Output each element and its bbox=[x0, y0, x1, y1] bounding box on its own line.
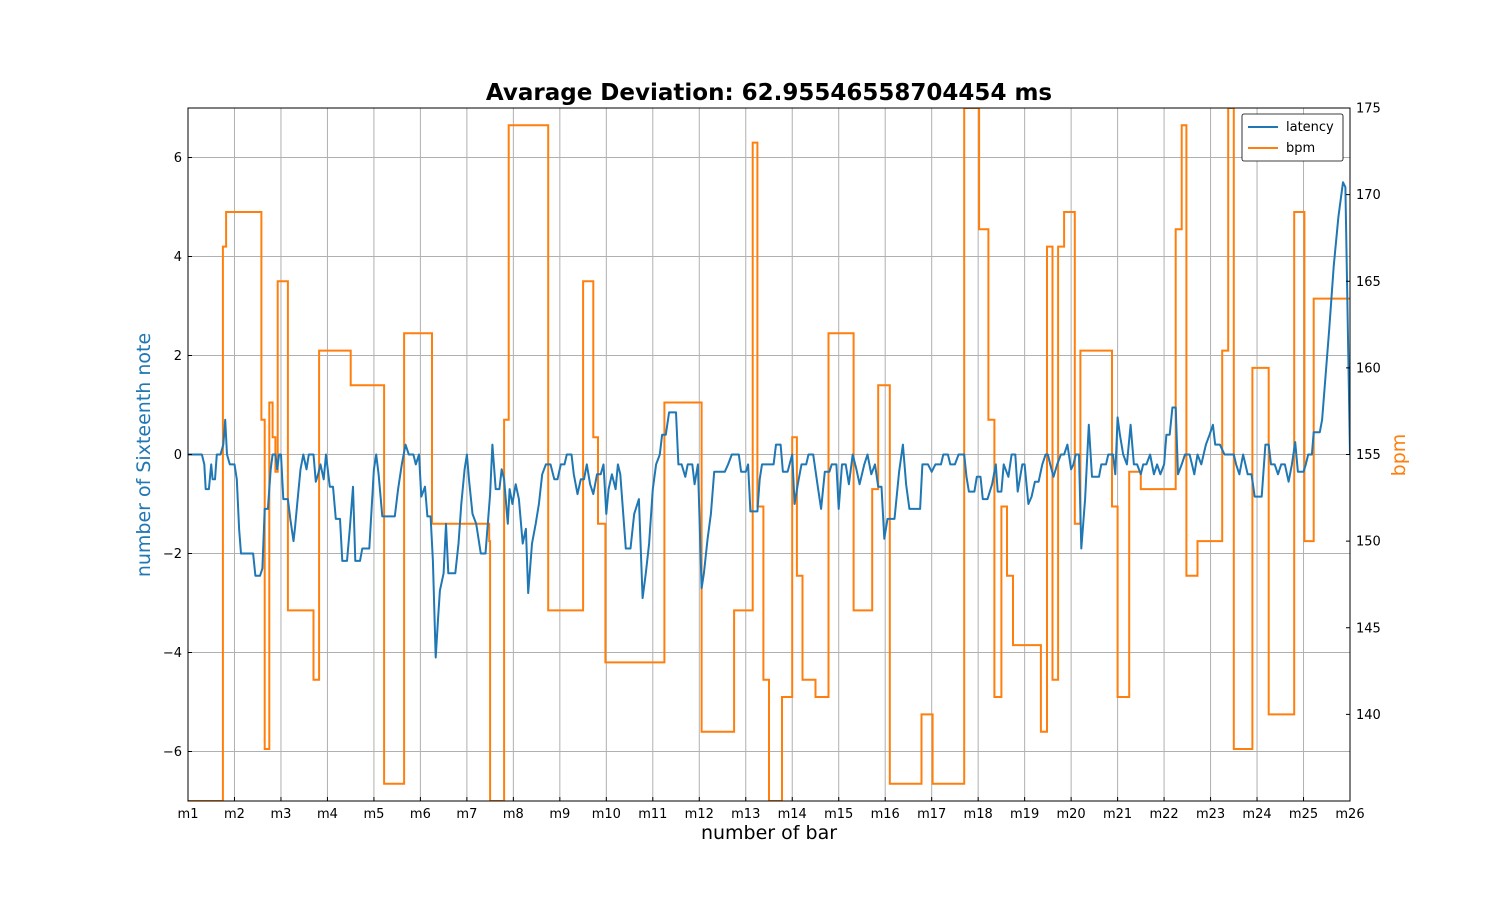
x-tick-label: m9 bbox=[549, 807, 570, 822]
y-left-tick-label: 2 bbox=[174, 349, 182, 364]
y-axis-right: 175 170 165 160 155 150 145 140 bbox=[1346, 102, 1381, 723]
x-tick-label: m7 bbox=[456, 807, 477, 822]
y-right-tick-label: 175 bbox=[1356, 102, 1381, 117]
x-tick-label: m21 bbox=[1103, 807, 1132, 822]
y-right-tick-label: 140 bbox=[1356, 708, 1381, 723]
x-tick-label: m3 bbox=[270, 807, 291, 822]
y-axis-right-label: bpm bbox=[1388, 434, 1410, 477]
y-right-tick-label: 155 bbox=[1356, 448, 1381, 463]
legend-box bbox=[1241, 113, 1344, 162]
series-line-latency bbox=[188, 181, 1350, 659]
x-tick-label: m16 bbox=[871, 807, 900, 822]
y-axis-left-label: number of Sixteenth note bbox=[133, 333, 155, 577]
x-tick-label: m22 bbox=[1149, 807, 1178, 822]
x-tick-label: m26 bbox=[1335, 807, 1364, 822]
x-tick-label: m8 bbox=[503, 807, 524, 822]
x-tick-label: m11 bbox=[638, 807, 667, 822]
x-tick-label: m4 bbox=[317, 807, 338, 822]
y-left-tick-label: −2 bbox=[163, 547, 182, 562]
x-tick-label: m1 bbox=[178, 807, 199, 822]
legend: latency bpm bbox=[1241, 113, 1344, 162]
y-right-tick-label: 145 bbox=[1356, 621, 1381, 636]
y-right-tick-label: 170 bbox=[1356, 188, 1381, 203]
y-right-tick-label: 150 bbox=[1356, 535, 1381, 550]
x-tick-label: m17 bbox=[917, 807, 946, 822]
x-tick-label: m23 bbox=[1196, 807, 1225, 822]
y-left-tick-label: 6 bbox=[174, 151, 182, 166]
x-axis: m1 m2 m3 m4 m5 m6 m7 m8 m9 m10 m11 m12 m13 m14 m15 m16 m… bbox=[178, 797, 1365, 822]
x-tick-label: m18 bbox=[964, 807, 993, 822]
x-axis-label: number of bar bbox=[701, 822, 837, 844]
series-line-bpm bbox=[188, 108, 1350, 801]
x-tick-label: m13 bbox=[731, 807, 760, 822]
legend-label-latency: latency bbox=[1286, 120, 1334, 135]
y-right-tick-label: 165 bbox=[1356, 275, 1381, 290]
x-tick-label: m25 bbox=[1289, 807, 1318, 822]
x-tick-label: m10 bbox=[592, 807, 621, 822]
y-left-tick-label: −4 bbox=[163, 646, 182, 661]
x-tick-label: m15 bbox=[824, 807, 853, 822]
y-axis-left: 6 4 2 0 −2 −4 −6 bbox=[163, 151, 192, 760]
y-left-tick-label: −6 bbox=[163, 745, 182, 760]
x-tick-label: m24 bbox=[1242, 807, 1271, 822]
x-tick-label: m2 bbox=[224, 807, 245, 822]
y-right-tick-label: 160 bbox=[1356, 361, 1381, 376]
x-tick-label: m5 bbox=[363, 807, 384, 822]
chart-title: Avarage Deviation: 62.95546558704454 ms bbox=[486, 80, 1052, 106]
x-tick-label: m19 bbox=[1010, 807, 1039, 822]
x-tick-label: m6 bbox=[410, 807, 431, 822]
x-tick-label: m14 bbox=[778, 807, 807, 822]
x-tick-label: m20 bbox=[1057, 807, 1086, 822]
x-tick-label: m12 bbox=[685, 807, 714, 822]
legend-label-bpm: bpm bbox=[1286, 141, 1315, 156]
y-left-tick-label: 4 bbox=[174, 250, 182, 265]
y-left-tick-label: 0 bbox=[174, 448, 182, 463]
